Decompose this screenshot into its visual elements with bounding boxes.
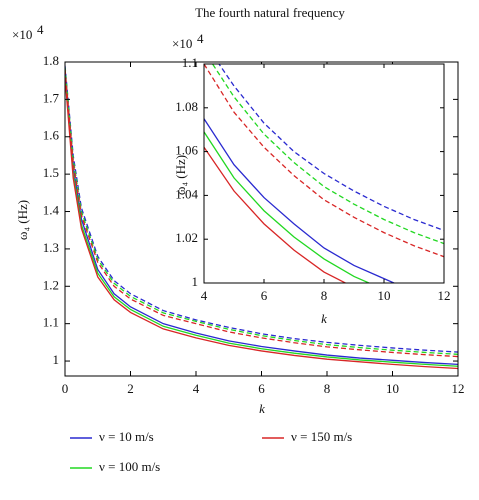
y-tick-label: 1.7 — [43, 90, 60, 105]
y-tick-label: 1.08 — [175, 99, 198, 114]
series-line — [65, 69, 458, 366]
series-line — [65, 65, 458, 353]
x-tick-label: 10 — [378, 288, 391, 303]
y-tick-label: 1.8 — [43, 53, 59, 68]
x-axis-label: k — [321, 311, 327, 326]
y-multiplier: ×10 — [12, 27, 32, 42]
series-line — [65, 73, 458, 367]
y-multiplier: ×10 — [172, 36, 192, 51]
x-tick-label: 12 — [438, 288, 451, 303]
plot-lines — [65, 65, 458, 370]
y-tick-label: 1.04 — [175, 186, 198, 201]
x-tick-label: 2 — [127, 381, 134, 396]
x-tick-label: 12 — [452, 381, 465, 396]
y-tick-label: 1.5 — [43, 165, 59, 180]
legend-label: ν = 150 m/s — [291, 429, 352, 444]
series-line — [204, 146, 347, 283]
series-line — [211, 64, 444, 245]
y-tick-label: 1 — [192, 274, 199, 289]
y-tick-label: 1.2 — [43, 277, 59, 292]
series-line — [218, 64, 444, 232]
x-tick-label: 4 — [193, 381, 200, 396]
y-tick-label: 1.4 — [43, 203, 60, 218]
x-tick-label: 6 — [258, 381, 265, 396]
y-axis-label: ω₄ (Hz) — [15, 200, 30, 240]
y-tick-label: 1.1 — [182, 55, 198, 70]
y-multiplier-exponent: 4 — [37, 22, 44, 37]
y-axis-label: ω₄ (Hz) — [173, 155, 188, 195]
y-multiplier-exponent: 4 — [197, 31, 204, 46]
series-line — [204, 118, 396, 283]
y-tick-label: 1.3 — [43, 240, 59, 255]
x-tick-label: 6 — [261, 288, 268, 303]
x-tick-label: 0 — [62, 381, 69, 396]
x-tick-label: 4 — [201, 288, 208, 303]
y-tick-label: 1 — [53, 352, 60, 367]
x-tick-label: 8 — [324, 381, 331, 396]
series-line — [204, 64, 444, 258]
y-tick-label: 1.6 — [43, 128, 60, 143]
series-line — [65, 69, 458, 358]
legend-label: ν = 10 m/s — [99, 429, 154, 444]
y-tick-label: 1.02 — [175, 230, 198, 245]
plot-lines — [204, 64, 444, 283]
series-line — [204, 131, 371, 283]
series-line — [65, 67, 458, 355]
x-tick-label: 8 — [321, 288, 328, 303]
y-tick-label: 1.06 — [175, 143, 198, 158]
legend-label: ν = 100 m/s — [99, 459, 160, 474]
y-tick-label: 1.1 — [43, 315, 59, 330]
x-tick-label: 10 — [386, 381, 399, 396]
x-axis-label: k — [259, 401, 265, 416]
series-line — [65, 76, 458, 370]
chart-title: The fourth natural frequency — [195, 5, 345, 20]
